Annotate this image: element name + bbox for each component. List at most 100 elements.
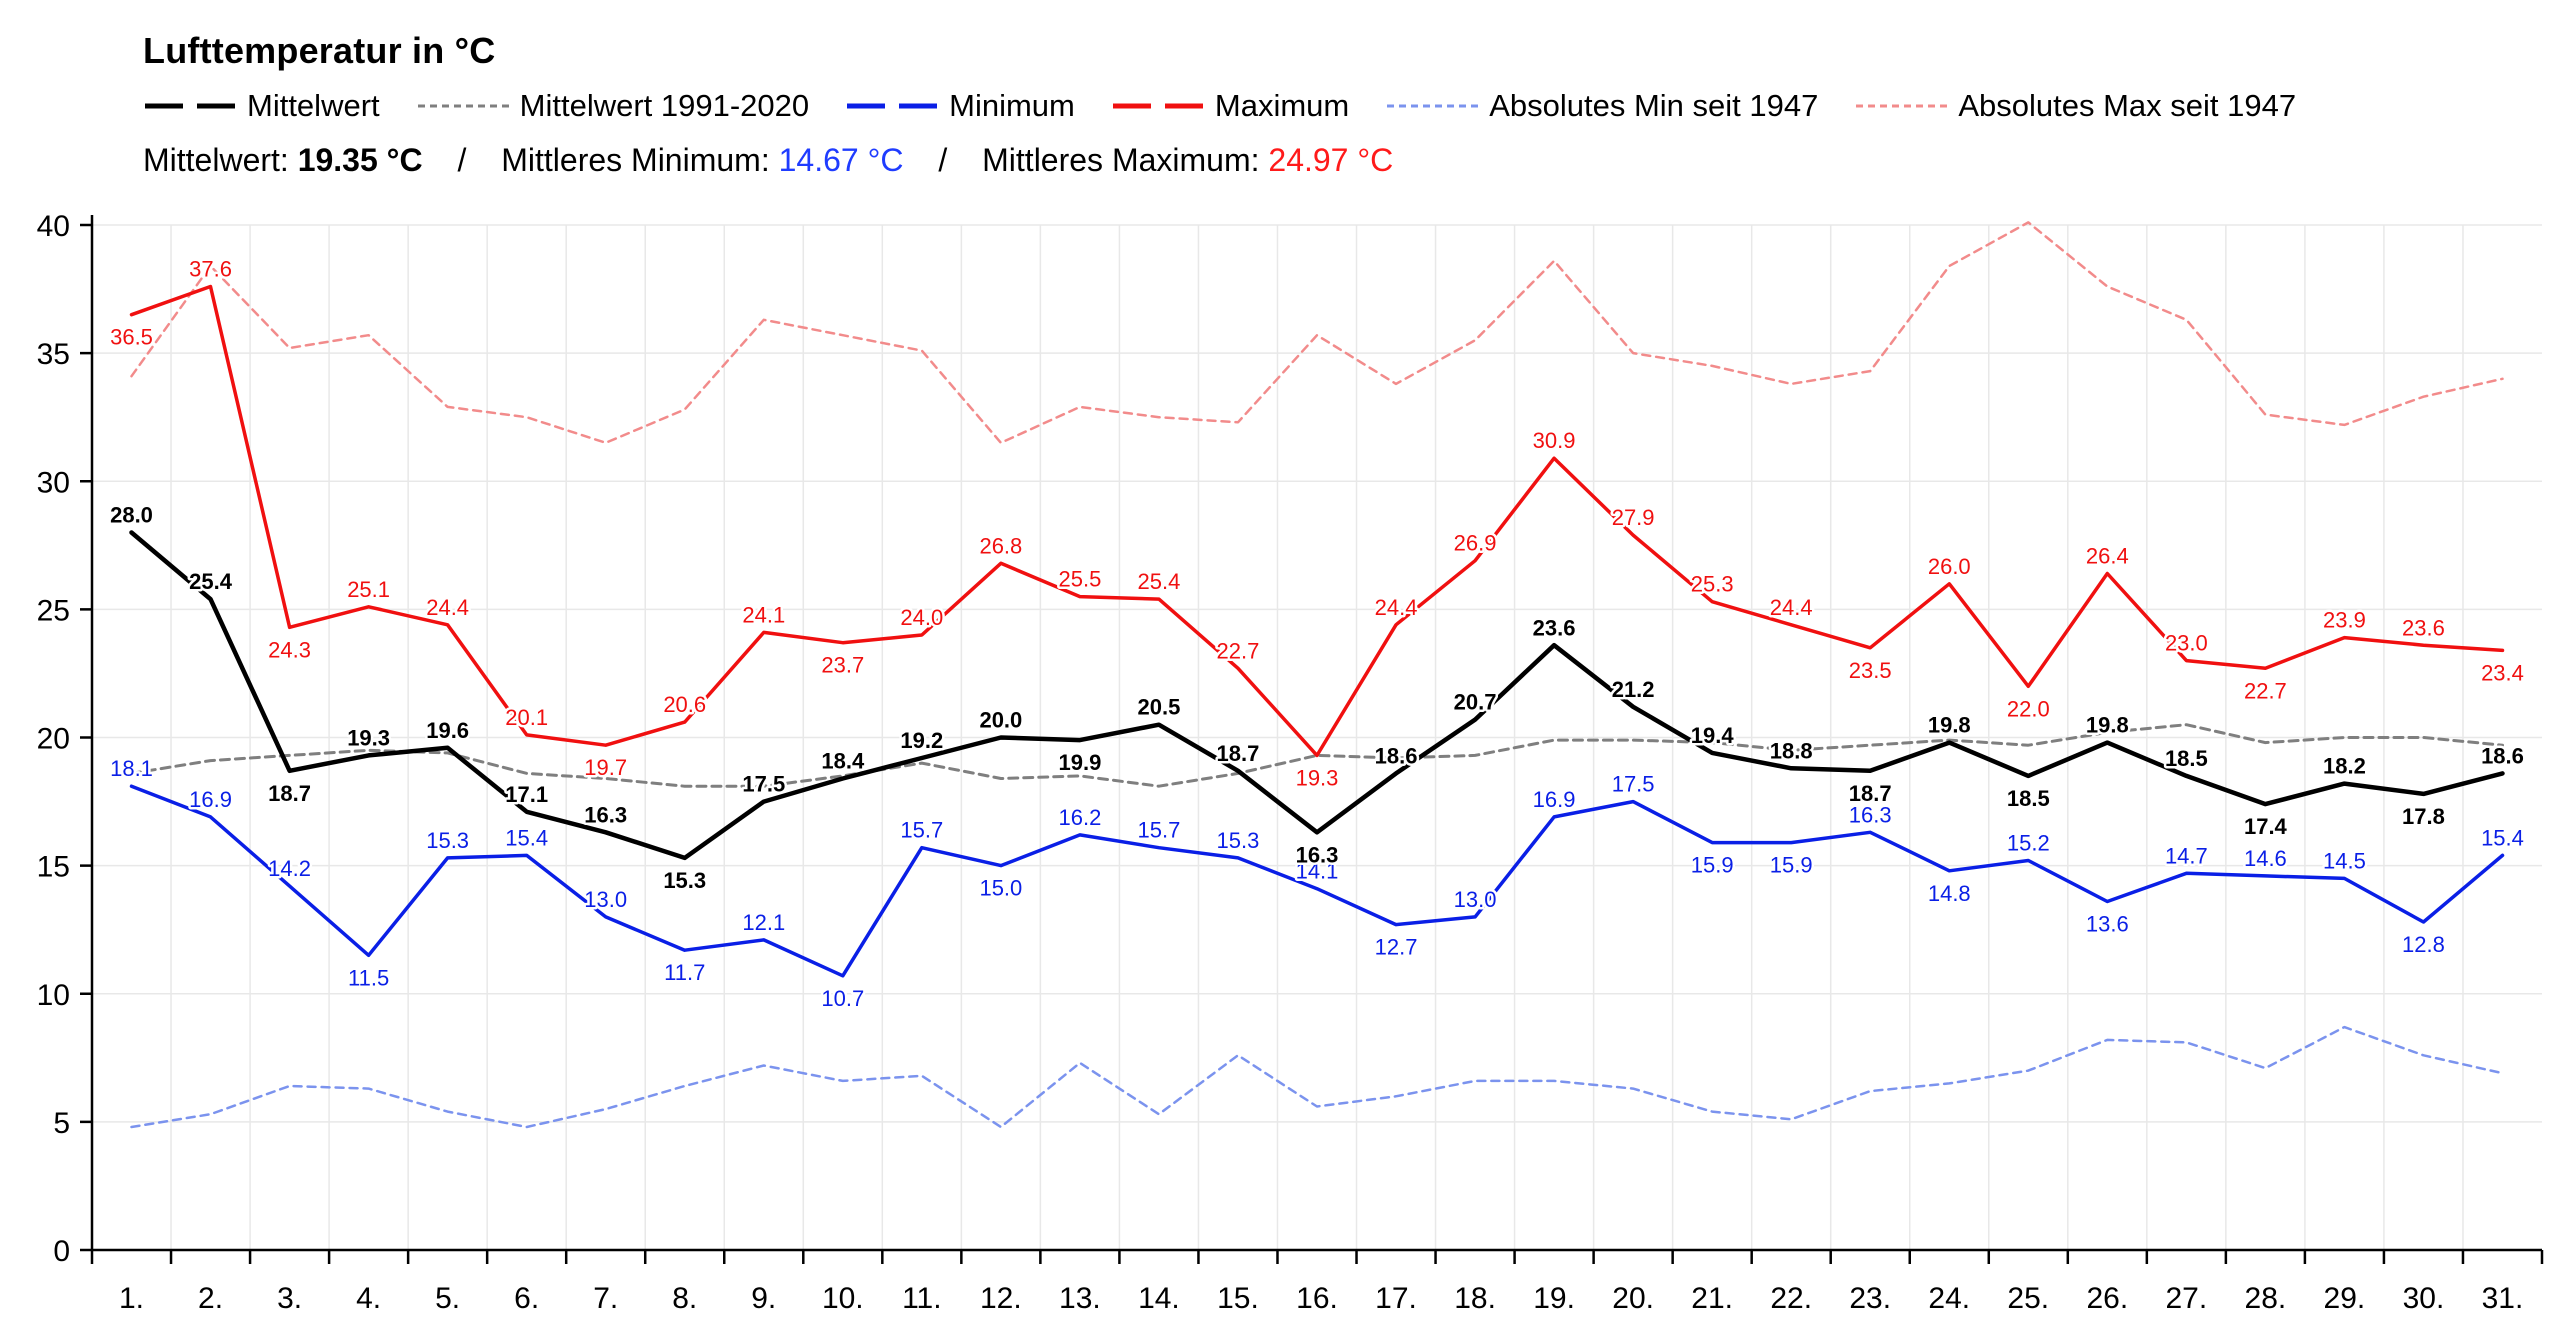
data-label-mean: 15.3 [663,868,706,893]
data-label-halo: 12.1 [742,910,785,935]
data-label-min: 15.2 [2007,831,2050,856]
data-label-min: 14.2 [268,856,311,881]
legend-item-normal: Mittelwert 1991-2020 [416,88,809,124]
data-label-max: 25.1 [347,577,390,602]
data-label-halo: 15.9 [1770,853,1813,878]
data-label-mean: 18.2 [2323,754,2366,779]
x-tick-label: 1. [119,1282,144,1315]
data-label-halo: 16.3 [1296,842,1339,867]
series-line-mean [129,530,2505,861]
data-label-halo: 15.7 [900,818,943,843]
data-label-min: 12.8 [2402,932,2445,957]
data-label-mean: 18.7 [1849,781,1892,806]
data-label-halo: 24.4 [1770,595,1813,620]
data-label-halo: 12.7 [1375,935,1418,960]
legend-swatch-normal [417,104,514,108]
legend-swatch-mean [145,103,241,109]
data-label-min: 13.6 [2086,912,2129,937]
data-label-halo: 27.9 [1612,505,1655,530]
max-stat-value: 24.97 °C [1268,142,1394,178]
stat-separator: / [457,142,467,178]
data-label-max: 19.3 [1296,765,1339,790]
y-tick-label: 25 [37,594,70,627]
data-label-min: 16.9 [189,787,232,812]
x-tick-label: 20. [1612,1282,1654,1315]
data-label-halo: 25.3 [1691,572,1734,597]
data-label-min: 15.9 [1770,853,1813,878]
legend-label-abs-min: Absolutes Min seit 1947 [1489,88,1819,123]
mean-stat-label: Mittelwert: [143,142,289,178]
data-label-mean: 17.4 [2244,814,2288,839]
x-tick-label: 12. [980,1282,1022,1315]
x-tick-label: 21. [1691,1282,1733,1315]
x-tick-label: 23. [1849,1282,1891,1315]
data-label-halo: 23.0 [2165,631,2208,656]
data-label-min: 13.0 [584,887,627,912]
series-line-min [129,784,2505,978]
data-label-halo: 13.0 [584,887,627,912]
data-label-halo: 19.8 [2086,713,2129,738]
data-label-mean: 18.5 [2007,786,2050,811]
data-label-mean: 18.6 [2481,743,2524,768]
data-label-halo: 24.3 [268,637,311,662]
data-label-min: 15.0 [979,876,1022,901]
data-label-min: 14.1 [1296,859,1339,884]
y-tick-label: 20 [37,723,70,756]
data-label-mean: 25.4 [189,569,233,594]
data-label-max: 24.3 [268,637,311,662]
chart-title: Lufttemperatur in °C [143,30,496,71]
x-tick-label: 26. [2086,1282,2128,1315]
data-label-min: 16.3 [1849,802,1892,827]
data-label-halo: 14.5 [2323,848,2366,873]
data-label-halo: 15.2 [2007,831,2050,856]
data-label-min: 18.1 [110,756,153,781]
x-tick-label: 9. [751,1282,776,1315]
data-label-halo: 15.4 [2481,825,2524,850]
data-label-halo: 20.7 [1454,690,1497,715]
data-label-halo: 16.9 [1533,787,1576,812]
data-label-max: 22.0 [2007,696,2050,721]
data-label-halo: 20.5 [1138,695,1181,720]
data-label-max: 30.9 [1533,428,1576,453]
x-tick-label: 4. [356,1282,381,1315]
max-stat-label: Mittleres Maximum: [982,142,1260,178]
data-label-halo: 14.2 [268,856,311,881]
y-tick-label: 15 [37,851,70,884]
y-tick-label: 10 [37,979,70,1012]
data-label-halo: 19.6 [426,718,469,743]
x-tick-label: 13. [1059,1282,1101,1315]
data-label-halo: 18.7 [1217,741,1260,766]
data-label-halo: 26.8 [979,533,1022,558]
data-label-min: 17.5 [1612,772,1655,797]
legend-swatch-abs-max [1856,104,1953,108]
data-label-max: 25.4 [1138,569,1181,594]
data-label-halo: 11.5 [348,965,389,990]
data-label-min: 11.5 [348,965,389,990]
y-tick-label: 0 [53,1235,70,1268]
data-label-max: 23.4 [2481,660,2524,685]
data-label-halo: 18.6 [2481,743,2524,768]
x-tick-label: 6. [514,1282,539,1315]
data-label-halo: 19.7 [584,755,627,780]
data-label-max: 20.6 [663,692,706,717]
data-label-halo: 22.7 [2244,678,2287,703]
data-label-halo: 23.5 [1849,658,1892,683]
data-label-halo: 20.6 [663,692,706,717]
data-label-max: 19.7 [584,755,627,780]
data-label-mean: 21.2 [1612,677,1655,702]
x-tick-label: 2. [198,1282,223,1315]
data-label-min: 13.0 [1454,887,1497,912]
data-label-halo: 21.2 [1612,677,1655,702]
data-label-mean: 19.9 [1058,750,1101,775]
legend-item-mean: Mittelwert [143,88,380,124]
data-label-halo: 23.6 [1533,615,1576,640]
data-label-halo: 18.2 [2323,754,2366,779]
x-tick-label: 8. [672,1282,697,1315]
data-label-halo: 26.4 [2086,544,2129,569]
data-label-mean: 17.1 [505,782,548,807]
data-label-halo: 18.7 [268,781,311,806]
data-label-halo: 17.5 [1612,772,1655,797]
legend-swatch-min [847,103,944,109]
x-tick-label: 3. [277,1282,302,1315]
legend-item-abs-min: Absolutes Min seit 1947 [1385,88,1818,124]
